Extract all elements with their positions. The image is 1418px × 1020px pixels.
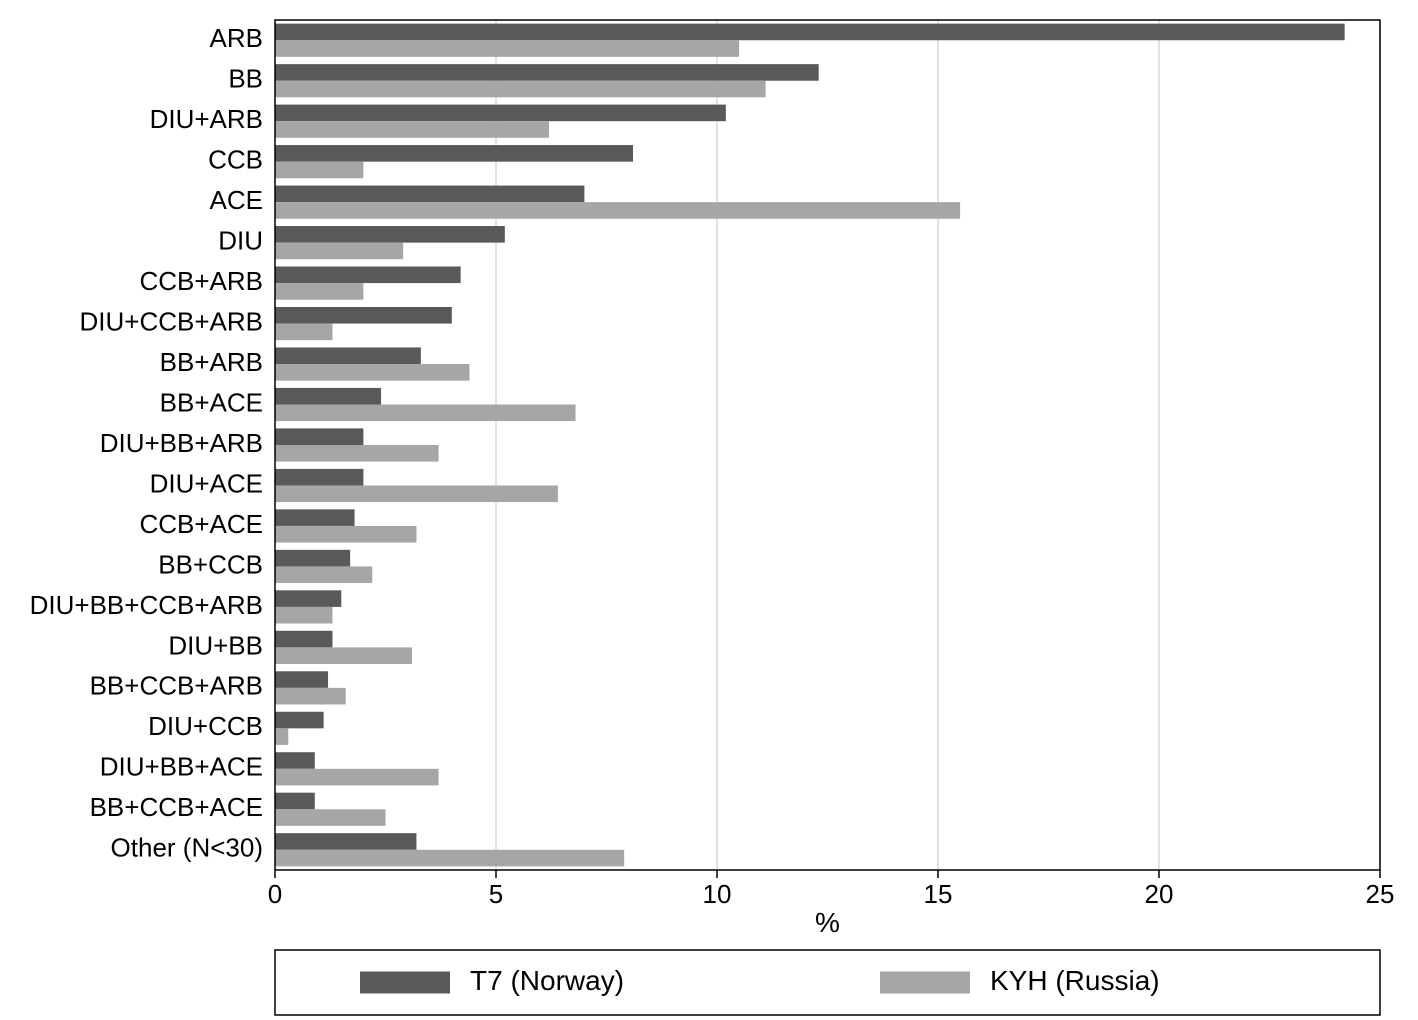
bar — [275, 24, 1345, 41]
bar — [275, 307, 452, 324]
bar — [275, 226, 505, 243]
bar — [275, 64, 819, 81]
bar — [275, 647, 412, 664]
bar — [275, 833, 416, 850]
bar — [275, 752, 315, 769]
bar — [275, 769, 439, 786]
bar — [275, 105, 726, 122]
bar — [275, 347, 421, 364]
category-label: DIU+BB+ARB — [100, 428, 263, 458]
category-label: Other (N<30) — [111, 833, 263, 863]
bar — [275, 485, 558, 502]
bar — [275, 793, 315, 810]
bar — [275, 81, 766, 98]
bar — [275, 712, 324, 729]
category-label: DIU — [218, 225, 263, 255]
bar — [275, 631, 332, 648]
bar — [275, 445, 439, 462]
bar — [275, 388, 381, 405]
category-label: DIU+BB+CCB+ARB — [30, 590, 263, 620]
bar — [275, 202, 960, 219]
category-label: DIU+ACE — [150, 468, 263, 498]
bar — [275, 850, 624, 867]
legend: T7 (Norway) KYH (Russia) — [275, 950, 1380, 1015]
bar — [275, 526, 416, 543]
bar — [275, 428, 363, 445]
category-label: BB+ACE — [160, 387, 263, 417]
bar — [275, 550, 350, 567]
bar — [275, 283, 363, 300]
bar — [275, 809, 386, 826]
bar — [275, 405, 576, 422]
bar — [275, 145, 633, 162]
x-tick-label: 15 — [924, 879, 953, 909]
category-label: DIU+BB+ACE — [100, 752, 263, 782]
bar — [275, 671, 328, 688]
category-label: BB — [228, 64, 263, 94]
category-label: DIU+BB — [168, 630, 263, 660]
bar-chart: ARB BB DIU+ARB CCB ACE DIU CCB+ARB DIU+CCB+ARB B… — [0, 0, 1418, 1020]
category-label: DIU+CCB+ARB — [80, 306, 264, 336]
category-label: ARB — [210, 23, 263, 53]
legend-label: T7 (Norway) — [470, 965, 624, 996]
bar — [275, 590, 341, 607]
category-label: BB+CCB+ARB — [90, 671, 263, 701]
x-tick-label: 5 — [489, 879, 503, 909]
bar — [275, 469, 363, 486]
x-axis-title: % — [815, 907, 840, 938]
bar — [275, 121, 549, 138]
bar — [275, 186, 584, 203]
bar — [275, 509, 355, 526]
x-tick-label: 0 — [268, 879, 282, 909]
bar — [275, 566, 372, 583]
x-tick-label: 20 — [1145, 879, 1174, 909]
x-tick-label: 25 — [1366, 879, 1395, 909]
x-tick-label: 10 — [703, 879, 732, 909]
category-label: DIU+CCB — [148, 711, 263, 741]
bar — [275, 40, 739, 57]
bar — [275, 162, 363, 179]
bar — [275, 728, 288, 745]
category-label: ACE — [210, 185, 263, 215]
category-label: BB+CCB+ACE — [90, 792, 263, 822]
category-label: CCB+ARB — [139, 266, 263, 296]
category-label: BB+ARB — [160, 347, 263, 377]
category-label: CCB — [208, 145, 263, 175]
bar — [275, 324, 332, 341]
category-label: DIU+ARB — [150, 104, 263, 134]
category-label: BB+CCB — [158, 549, 263, 579]
chart-container: ARB BB DIU+ARB CCB ACE DIU CCB+ARB DIU+CCB+ARB B… — [0, 0, 1418, 1020]
bar — [275, 607, 332, 624]
bar — [275, 267, 461, 284]
legend-label: KYH (Russia) — [990, 965, 1160, 996]
legend-swatch — [360, 972, 450, 994]
bar — [275, 364, 469, 381]
category-label: CCB+ACE — [139, 509, 263, 539]
bar — [275, 688, 346, 705]
legend-swatch — [880, 972, 970, 994]
bar — [275, 243, 403, 260]
